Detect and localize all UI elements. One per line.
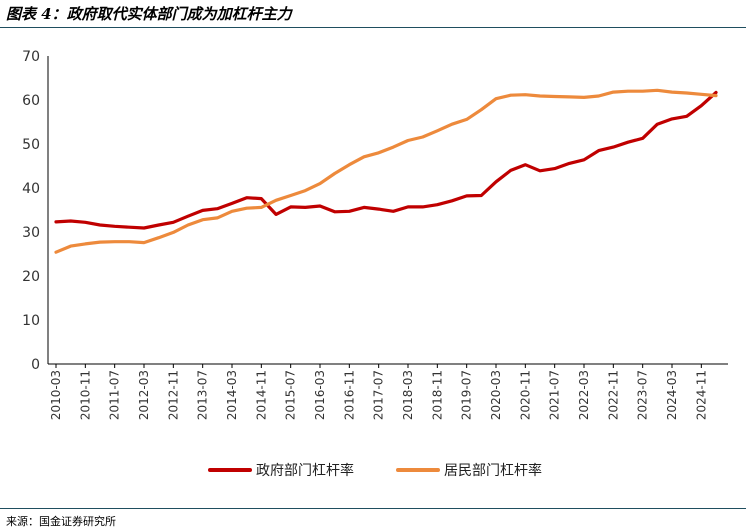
x-tick-label: 2024-03 — [665, 370, 679, 420]
legend-government-label: 政府部门杠杆率 — [256, 462, 354, 479]
x-tick-label: 2023-07 — [636, 370, 650, 420]
x-tick-label: 2020-11 — [518, 370, 532, 420]
y-tick-label: 50 — [22, 137, 40, 153]
x-tick-label: 2022-03 — [577, 370, 591, 420]
x-tick-label: 2010-11 — [78, 370, 92, 420]
x-tick-label: 2024-11 — [694, 370, 708, 420]
x-tick-label: 2018-03 — [401, 370, 415, 420]
y-tick-label: 30 — [22, 225, 40, 241]
x-tick-label: 2019-07 — [460, 370, 474, 420]
source-note: 来源：国金证券研究所 — [6, 515, 116, 528]
series-line-government — [54, 90, 718, 230]
y-tick-label: 0 — [31, 357, 40, 373]
y-tick-label: 60 — [22, 93, 40, 109]
line-chart: 0 10 20 30 40 50 60 70 2010-03 2010-11 2011-07 2012… — [22, 49, 728, 479]
x-tick-label: 2014-03 — [225, 370, 239, 420]
x-tick-label: 2016-03 — [313, 370, 327, 420]
x-tick-label: 2020-03 — [489, 370, 503, 420]
title-rule — [0, 27, 746, 28]
x-tick-label: 2015-07 — [284, 370, 298, 420]
legend-household-label: 居民部门杠杆率 — [444, 462, 542, 479]
x-tick-label: 2012-11 — [166, 370, 180, 420]
x-tick-label: 2011-07 — [108, 370, 122, 420]
x-tick-label: 2014-11 — [254, 370, 268, 420]
x-tick-label: 2012-03 — [137, 370, 151, 420]
figure-title: 图表 4：政府取代实体部门成为加杠杆主力 — [6, 5, 292, 23]
y-tick-label: 70 — [22, 49, 40, 65]
x-tick-label: 2013-07 — [196, 370, 210, 420]
x-tick-label: 2017-07 — [372, 370, 386, 420]
x-tick-label: 2021-07 — [548, 370, 562, 420]
series-line-household — [54, 88, 718, 254]
x-tick-label: 2022-11 — [606, 370, 620, 420]
x-tick-label: 2010-03 — [49, 370, 63, 420]
y-tick-label: 40 — [22, 181, 40, 197]
y-tick-label: 10 — [22, 313, 40, 329]
y-tick-label: 20 — [22, 269, 40, 285]
source-rule — [0, 508, 746, 509]
x-tick-label: 2016-11 — [342, 370, 356, 420]
x-tick-label: 2018-11 — [430, 370, 444, 420]
